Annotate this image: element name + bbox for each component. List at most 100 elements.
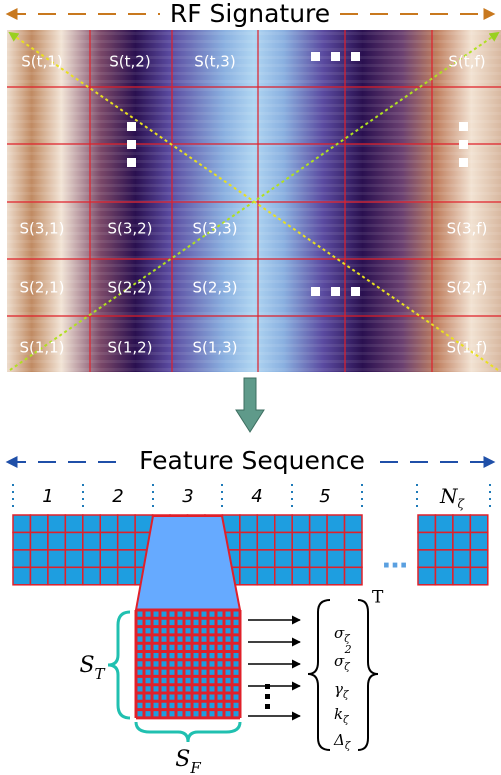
cell-label: S(2,1): [19, 279, 64, 297]
feature-cell: [292, 532, 309, 549]
segment-label: 3: [182, 486, 193, 507]
feature-cell: [240, 567, 257, 584]
feature-cell: [310, 532, 327, 549]
zoom: [136, 516, 240, 610]
feature-cell: [118, 567, 135, 584]
feature-cell: [48, 532, 65, 549]
stat: kζ: [334, 705, 349, 726]
feature-cell: [83, 550, 100, 567]
subscript: ζ: [457, 497, 465, 511]
feature-cell: [65, 532, 82, 549]
feature-cell: [83, 532, 100, 549]
feature-cell: [292, 567, 309, 584]
symbol: γ: [334, 680, 343, 698]
feature-cell: [327, 532, 344, 549]
stat-arrows: [248, 620, 300, 716]
right-brace: [358, 600, 378, 750]
segment-label: Nζ: [439, 484, 466, 511]
cell-label: S(3,1): [19, 220, 64, 238]
cell-label: S(2,3): [192, 279, 237, 297]
feature-cell: [48, 515, 65, 532]
segment-label: 5: [319, 486, 330, 507]
feature-cell: [83, 567, 100, 584]
feature-title: Feature Sequence: [139, 446, 365, 475]
figure: RF Signature S(t,1)S(t,2)S(t,3)S(t,f)S(3…: [0, 0, 501, 775]
frequency-size: SF: [175, 747, 201, 775]
feature-cell: [470, 567, 487, 584]
feature-cell: [275, 567, 292, 584]
title: RF Signature: [170, 0, 330, 28]
feature-cell: [292, 515, 309, 532]
stat: γζ: [334, 680, 349, 701]
feature-cell: [275, 515, 292, 532]
feature-cell: [310, 550, 327, 567]
feature-cell: [418, 550, 435, 567]
feature-cell: [13, 550, 30, 567]
feature-cell: [418, 567, 435, 584]
cell-label: S(3,3): [192, 220, 237, 238]
feature-cell: [118, 550, 135, 567]
time-size: ST: [79, 653, 105, 683]
feature-cell: [292, 550, 309, 567]
stat: σζ2: [334, 643, 352, 673]
subscript: ζ: [345, 741, 351, 752]
cell-label: S(1,2): [107, 339, 152, 357]
feature-cell: [257, 550, 274, 567]
symbol: Δ: [333, 731, 345, 749]
feature-cell: [453, 550, 470, 567]
vertical-ellipsis: [265, 684, 270, 709]
feature-cell: [418, 515, 435, 532]
feature-cell: [30, 567, 47, 584]
segment-label: 2: [112, 486, 123, 507]
stat: Δζ: [333, 731, 351, 752]
feature-cell: [13, 532, 30, 549]
feature-cell: [30, 550, 47, 567]
feature-cell: [435, 515, 452, 532]
feature-cell: [275, 532, 292, 549]
cell-label: S(t,3): [194, 53, 235, 71]
feature-cell: [435, 532, 452, 549]
segment-label: 1: [42, 486, 53, 507]
feature-cell: [257, 515, 274, 532]
feature-cell: [345, 550, 362, 567]
feature-cell: [65, 550, 82, 567]
feature-cell: [435, 550, 452, 567]
cell-label: S(3,f): [447, 220, 488, 238]
feature-cell: [470, 550, 487, 567]
feature-cell: [257, 567, 274, 584]
cell-label: S(2,f): [447, 279, 488, 297]
feature-cell: [240, 515, 257, 532]
fine-grid: [136, 610, 240, 718]
subscript: ζ: [344, 662, 350, 673]
feature-cell: [48, 550, 65, 567]
feature-cell: [13, 567, 30, 584]
feature-cell: [118, 515, 135, 532]
feature-cell: [48, 567, 65, 584]
feature-cell: [435, 567, 452, 584]
feature-sequence: 1 2 3 4 5 Nζ: [13, 484, 490, 585]
feature-cell: [30, 532, 47, 549]
cell-label: S(2,2): [107, 279, 152, 297]
feature-cell: [345, 515, 362, 532]
superscript: 2: [344, 643, 352, 656]
cell-label: S(t,2): [109, 53, 150, 71]
cell-label: S(1,1): [19, 339, 64, 357]
feature-cell: [327, 550, 344, 567]
feature-cell: [118, 532, 135, 549]
sequence-ellipsis: …: [382, 545, 408, 575]
feature-cell: [30, 515, 47, 532]
feature-cell: [100, 515, 117, 532]
feature-cell: [310, 567, 327, 584]
flow-arrow: [236, 378, 264, 432]
segment-label: 4: [251, 486, 262, 507]
feature-cell: [240, 532, 257, 549]
feature-cell: [327, 567, 344, 584]
feature-cell: [83, 515, 100, 532]
brace-frequency: [136, 722, 240, 742]
stat: σζ: [334, 624, 350, 645]
symbol: N: [439, 484, 459, 508]
cell-label: S(t,f): [448, 53, 485, 71]
cell-label: S(1,f): [447, 339, 488, 357]
symbol: k: [334, 705, 343, 723]
